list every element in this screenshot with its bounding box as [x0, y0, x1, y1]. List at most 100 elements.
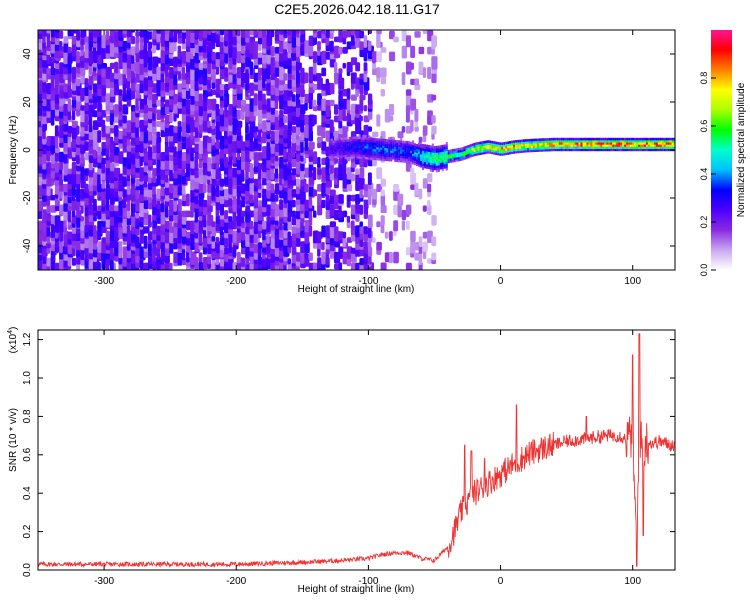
spectrogram-cell [114, 226, 119, 233]
spectrogram-cell [105, 146, 110, 156]
spectrogram-cell [245, 177, 250, 192]
spectrogram-ridge-cell [594, 142, 597, 145]
spectrogram-ridge-cell [392, 139, 395, 143]
spectrogram-cell [291, 94, 296, 102]
spectrogram-cell [67, 172, 73, 185]
spectrogram-ridge-cell [372, 140, 375, 143]
spectrogram-ridge-cell [590, 142, 593, 145]
spectrogram-cell [46, 73, 53, 80]
spectrogram-cell [334, 104, 339, 115]
spectrogram-ridge-cell [477, 148, 480, 151]
spectrogram-ridge-cell [338, 155, 341, 158]
spectrogram-ridge-cell [421, 165, 424, 169]
spectrogram-cell [97, 72, 103, 85]
spectrogram-ridge-cell [651, 144, 654, 147]
spectrogram-cell [338, 262, 343, 270]
spectrogram-ridge-cell [578, 146, 581, 149]
spectrogram-ridge-cell [554, 137, 557, 141]
spectrogram-cell [164, 203, 169, 218]
spectrogram-cell [190, 56, 196, 70]
spectrogram-cell [59, 62, 64, 71]
spectrogram-cell [431, 56, 438, 70]
spectrogram-ridge-cell [376, 151, 379, 154]
spectrogram-ridge-cell [358, 145, 361, 148]
spectrogram-ridge-cell [449, 155, 452, 159]
spectrogram-ridge-cell [588, 148, 591, 152]
spectrogram-cell [317, 105, 322, 111]
spectrogram-ridge-cell [550, 144, 553, 147]
spectrogram-cell [177, 209, 182, 220]
spectrogram-ridge-cell [455, 148, 458, 151]
spectrogram-ridge-cell [659, 139, 662, 143]
spectrogram-cell [431, 236, 437, 247]
spectrogram-ridge-cell [487, 142, 490, 145]
spectrogram-cell [198, 173, 204, 183]
spectrogram-ridge-cell [534, 149, 537, 152]
spectrogram-ridge-cell [647, 142, 650, 145]
spectrogram-ridge-cell [562, 139, 565, 143]
spectrogram-cell [372, 188, 378, 200]
spectrogram-ridge-cell [342, 141, 345, 145]
spectrogram-cell [93, 130, 99, 143]
spectrogram-cell [194, 99, 200, 106]
spectrogram-cell [317, 136, 323, 143]
spectrogram-cell [93, 242, 97, 250]
spectrogram-ridge-cell [427, 153, 430, 157]
spectrogram-cell [101, 67, 106, 78]
spectrogram-ridge-cell [370, 142, 373, 145]
spectrogram-cell [325, 225, 331, 239]
spectrogram-ridge-cell [530, 145, 533, 148]
spectrogram-ridge-cell [394, 148, 397, 152]
spectrogram-cell [152, 241, 157, 254]
spectrogram-ridge-cell [608, 146, 611, 149]
spectrogram-cell [160, 241, 166, 253]
spectrogram-ridge-cell [606, 142, 609, 145]
spectrogram-ridge-cell [661, 146, 664, 149]
spectrogram-ridge-cell [350, 143, 353, 146]
spectrogram-ridge-cell [649, 137, 652, 141]
spectrogram-cell [97, 241, 103, 253]
spectrogram-ridge-cell [622, 137, 625, 141]
spectrogram-cell [283, 145, 287, 160]
spectrogram-cell [312, 99, 317, 107]
spectrogram-ridge-cell [503, 152, 506, 156]
spectrogram-ridge-cell [352, 140, 355, 144]
spectrogram-ridge-cell [388, 158, 391, 162]
spectrogram-ridge-cell [392, 148, 395, 151]
spectrogram-cell [410, 167, 415, 178]
snr-series-line [38, 333, 675, 569]
spectrogram-cell [109, 62, 115, 69]
spectrogram-cell [367, 41, 372, 51]
spectrogram-ridge-cell [491, 145, 494, 148]
spectrogram-cell [372, 131, 379, 137]
spectrogram-ridge-cell [364, 139, 367, 142]
spectrogram-cell [401, 220, 406, 231]
spectrogram-cell [338, 194, 344, 204]
spectrogram-ridge-cell [614, 144, 617, 147]
spectrogram-cell [93, 30, 97, 38]
spectrogram-cell [410, 78, 416, 85]
spectrogram-cell [359, 204, 363, 215]
spectrogram-ridge-cell [406, 140, 409, 144]
spectrogram-ridge-cell [439, 162, 442, 166]
spectrogram-cell [422, 231, 428, 239]
spectrogram-ridge-cell [519, 146, 522, 149]
spectrogram-cell [410, 241, 416, 254]
spectrogram-cell [359, 30, 365, 39]
spectrogram-ridge-cell [334, 151, 337, 154]
spectrogram-ridge-cell [358, 149, 361, 153]
spectrogram-cell [245, 246, 251, 259]
spectrogram-ridge-cell [378, 157, 381, 161]
spectrogram-ridge-cell [640, 139, 643, 143]
spectrogram-ridge-cell [495, 141, 498, 145]
spectrogram-ridge-cell [380, 145, 383, 148]
spectrogram-ridge-cell [550, 140, 553, 143]
spectrogram-ridge-cell [550, 146, 553, 150]
spectrogram-ridge-cell [447, 154, 450, 157]
spectrogram-cell [173, 242, 178, 250]
spectrogram-ridge-cell [358, 147, 361, 150]
spectrogram-ridge-cell [532, 138, 535, 142]
spectrogram-ridge-cell [630, 146, 633, 149]
spectrogram-ridge-cell [576, 142, 579, 145]
spectrogram-ridge-cell [330, 151, 333, 155]
